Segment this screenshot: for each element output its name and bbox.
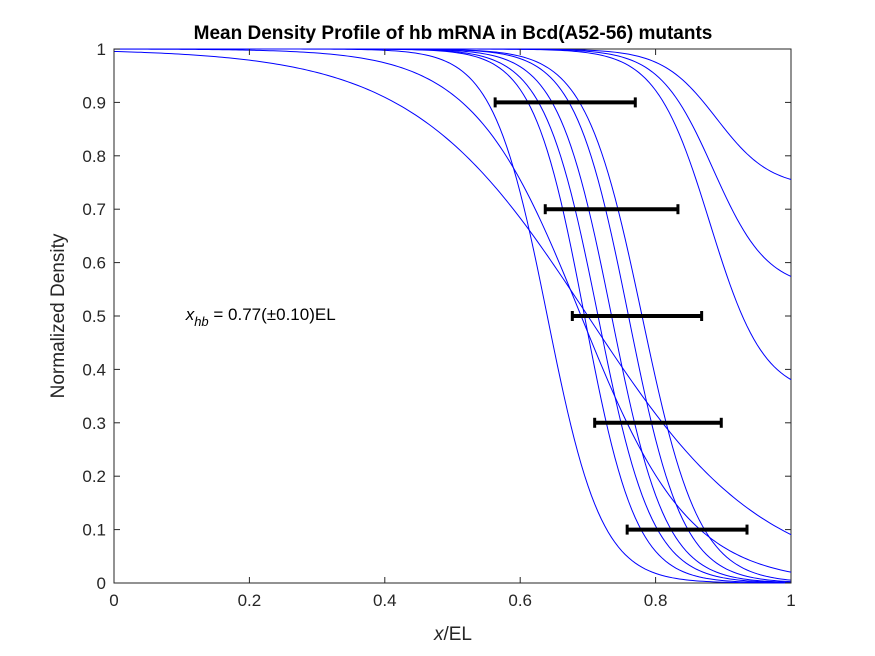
- y-tick-label: 0.5: [82, 307, 106, 326]
- y-tick-label: 1: [97, 40, 106, 59]
- y-tick-label: 0.1: [82, 521, 106, 540]
- series-line-8: [113, 50, 792, 536]
- chart-title: Mean Density Profile of hb mRNA in Bcd(A…: [194, 23, 713, 44]
- x-tick-label: 1: [786, 591, 795, 610]
- x-tick-label: 0.2: [238, 591, 262, 610]
- annotation-text: xhb = 0.77(±0.10)EL: [185, 305, 336, 329]
- errorbar-2: [543, 204, 680, 215]
- curve-group: [113, 48, 792, 584]
- errorbar-1: [493, 97, 637, 108]
- y-tick-label: 0.8: [82, 147, 106, 166]
- y-tick-label: 0.3: [82, 414, 106, 433]
- x-tick-label: 0: [109, 591, 118, 610]
- y-tick-label: 0: [97, 574, 106, 593]
- x-axis-label-rest: /EL: [443, 624, 472, 645]
- y-tick-label: 0.2: [82, 467, 106, 486]
- x-axis-label: x/EL: [433, 624, 472, 645]
- errorbar-3: [570, 311, 704, 321]
- y-axis-label: Normalized Density: [48, 233, 69, 398]
- series-line-7: [114, 48, 792, 573]
- annotation-variable: x: [185, 305, 195, 324]
- x-tick-label: 0.8: [644, 591, 668, 610]
- y-tick-label: 0.6: [82, 254, 106, 273]
- y-tick-label: 0.9: [82, 93, 106, 112]
- y-tick-label: 0.7: [82, 200, 106, 219]
- x-axis-label-italic: x: [433, 624, 445, 645]
- series-line-11: [114, 48, 792, 180]
- tick-group: 0 0.2 0.4 0.6 0.8 1 0 0.1 0.2 0.3 0.4 0.5 0.6 0.7 0.8 0…: [82, 40, 795, 610]
- y-tick-label: 0.4: [82, 360, 106, 379]
- errorbar-5: [625, 524, 749, 535]
- annotation-subscript: hb: [194, 314, 208, 329]
- errorbar-group: [493, 97, 749, 535]
- x-tick-label: 0.6: [508, 591, 532, 610]
- x-tick-label: 0.4: [373, 591, 397, 610]
- annotation-value: = 0.77(±0.10)EL: [209, 305, 336, 324]
- errorbar-4: [593, 417, 723, 428]
